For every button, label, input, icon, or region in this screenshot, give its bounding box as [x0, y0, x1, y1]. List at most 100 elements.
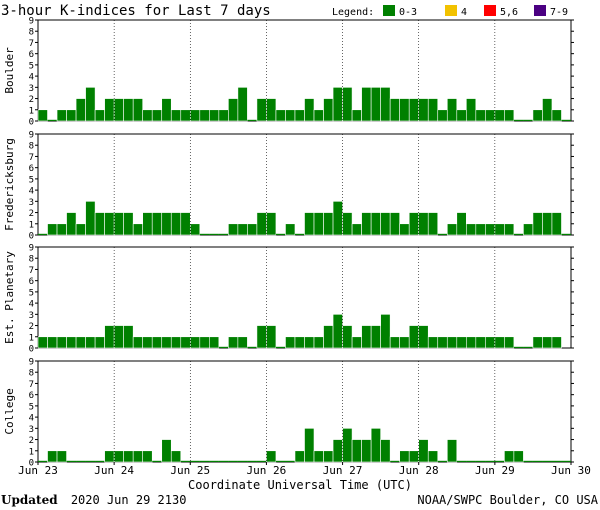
k-index-bar [418, 325, 429, 349]
footer-source: NOAA/SWPC Boulder, CO USA [417, 493, 598, 507]
y-tick-label: 5 [29, 402, 34, 412]
k-index-bar [47, 119, 58, 121]
legend-item-label: 5,6 [500, 7, 518, 18]
panel-label: College [3, 388, 16, 434]
k-index-bar [465, 223, 477, 236]
k-index-bar [361, 87, 372, 122]
k-index-bar [465, 336, 477, 349]
k-index-bar [389, 98, 400, 122]
k-index-bar [275, 460, 286, 462]
k-index-bar [47, 450, 58, 463]
k-index-bar [523, 223, 534, 236]
legend: Legend: 0-3 4 5,6 7-9 [332, 5, 568, 18]
k-index-bar [170, 336, 182, 349]
legend-swatch [445, 5, 457, 16]
k-index-bar [427, 98, 439, 122]
k-index-bar [161, 336, 172, 349]
k-index-bar [142, 212, 153, 236]
k-index-bar [485, 460, 495, 462]
k-index-bar [189, 223, 201, 236]
k-index-bar [56, 336, 67, 349]
y-tick-label: 7 [29, 266, 34, 276]
k-index-bar [266, 212, 277, 236]
k-index-bar [532, 212, 543, 236]
k-index-bar [542, 460, 552, 462]
k-index-bar [399, 336, 410, 349]
k-index-bar [370, 87, 381, 122]
k-index-bar [408, 212, 420, 236]
k-index-bar [542, 336, 553, 349]
y-tick-label: 6 [29, 50, 34, 60]
k-index-bar [418, 212, 429, 236]
k-index-bar [104, 450, 115, 463]
k-index-bar [494, 460, 505, 462]
k-index-bar [66, 109, 77, 122]
k-index-bar [475, 109, 486, 122]
footer-updated: Updated 2020 Jun 29 2130 [1, 493, 186, 507]
k-index-bar [475, 460, 486, 462]
y-tick-label: 0 [29, 118, 34, 128]
y-tick-label: 5 [29, 61, 34, 71]
k-index-bar [418, 98, 429, 122]
k-index-bar [56, 109, 67, 122]
k-index-bar [323, 98, 334, 122]
k-index-bar [285, 336, 296, 349]
footer-updated-value: 2020 Jun 29 2130 [71, 493, 187, 507]
legend-item-label: 4 [461, 7, 467, 18]
y-tick-label: 0 [29, 232, 34, 242]
k-index-bar [523, 119, 533, 121]
k-index-bar [342, 325, 353, 349]
k-index-bar [504, 450, 515, 463]
y-tick-label: 9 [29, 17, 34, 27]
k-index-bar [313, 450, 324, 463]
k-index-bar [313, 212, 324, 236]
k-index-bar [170, 109, 182, 122]
k-index-bar [256, 98, 267, 122]
k-index-bar [75, 336, 86, 349]
k-index-bar [427, 450, 439, 463]
y-tick-label: 1 [29, 333, 34, 343]
k-index-bar [218, 233, 229, 235]
k-index-bar [532, 336, 543, 349]
x-tick-label: Jun 26 [247, 464, 287, 477]
k-index-bar [551, 336, 562, 349]
k-index-bar [47, 336, 58, 349]
y-tick-label: 7 [29, 39, 34, 49]
k-index-bar [218, 346, 229, 348]
k-index-bar [209, 109, 220, 122]
k-index-bar [466, 460, 476, 462]
k-index-bar [161, 212, 172, 236]
k-index-bar [561, 119, 571, 121]
y-tick-label: 6 [29, 391, 34, 401]
k-index-bar [85, 460, 96, 462]
k-index-bar [47, 223, 58, 236]
k-index-bar [446, 439, 458, 463]
k-index-bar [38, 460, 48, 462]
y-tick-label: 7 [29, 153, 34, 163]
y-tick-label: 1 [29, 447, 34, 457]
k-index-bar [542, 98, 553, 122]
y-tick-label: 4 [29, 187, 34, 197]
k-index-bar [237, 336, 248, 349]
k-index-bar [294, 233, 305, 235]
k-index-bar [113, 450, 124, 463]
k-index-bar [256, 460, 267, 462]
k-index-bar [209, 336, 220, 349]
k-index-bar [199, 109, 210, 122]
k-index-bar [561, 460, 571, 462]
k-index-bar [237, 87, 248, 122]
chart-title: 3-hour K-indices for Last 7 days [1, 3, 271, 19]
k-index-bar [437, 460, 448, 462]
k-index-bar [494, 336, 505, 349]
k-index-bar [190, 460, 200, 462]
k-index-bar [351, 439, 362, 463]
k-index-bar [199, 460, 210, 462]
k-index-bar [437, 233, 448, 235]
k-index-bar [237, 223, 248, 236]
k-index-bar [37, 109, 48, 122]
k-index-bar [304, 212, 315, 236]
y-tick-label: 7 [29, 380, 34, 390]
k-index-bar [132, 336, 143, 349]
